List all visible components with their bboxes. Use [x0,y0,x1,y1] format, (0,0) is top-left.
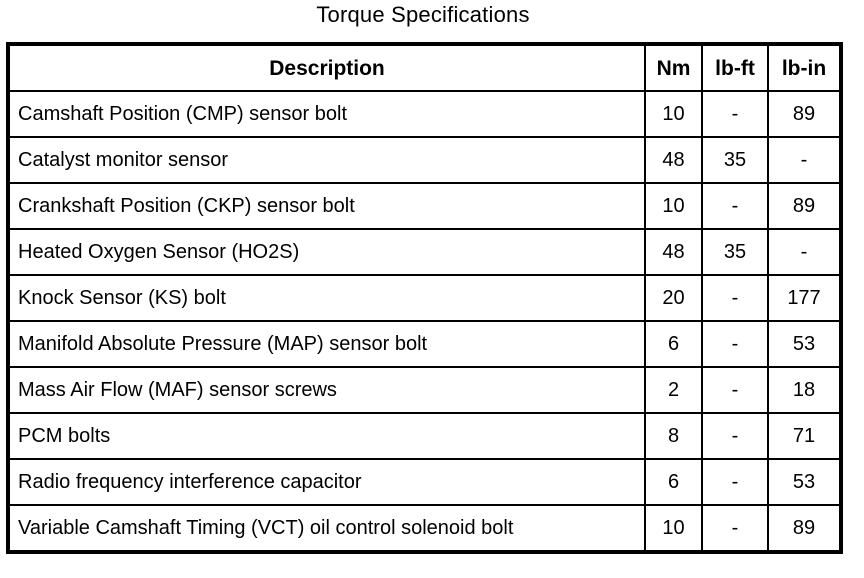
table-row: Crankshaft Position (CKP) sensor bolt 10… [7,182,842,230]
table-row: Catalyst monitor sensor 48 35 - [7,136,842,184]
table-row: Mass Air Flow (MAF) sensor screws 2 - 18 [7,366,842,414]
lb-ft-cell: - [701,458,769,506]
table-row: Heated Oxygen Sensor (HO2S) 48 35 - [7,228,842,276]
description-cell: Variable Camshaft Timing (VCT) oil contr… [7,504,646,553]
table-row: Manifold Absolute Pressure (MAP) sensor … [7,320,842,368]
lb-in-cell: 89 [767,182,842,230]
header-nm: Nm [644,43,703,92]
lb-ft-cell: - [701,90,769,138]
nm-cell: 20 [644,274,703,322]
lb-ft-cell: - [701,274,769,322]
lb-ft-cell: - [701,366,769,414]
description-cell: Radio frequency interference capacitor [7,458,646,506]
nm-cell: 48 [644,228,703,276]
page-title: Torque Specifications [316,2,530,27]
description-cell: Heated Oxygen Sensor (HO2S) [7,228,646,276]
torque-spec-table: Description Nm lb-ft lb-in Camshaft Posi… [6,42,843,554]
table-row: Camshaft Position (CMP) sensor bolt 10 -… [7,90,842,138]
description-cell: PCM bolts [7,412,646,460]
lb-in-cell: 53 [767,320,842,368]
nm-cell: 10 [644,504,703,553]
table-row: Knock Sensor (KS) bolt 20 - 177 [7,274,842,322]
nm-cell: 48 [644,136,703,184]
lb-in-cell: - [767,228,842,276]
nm-cell: 10 [644,182,703,230]
lb-in-cell: - [767,136,842,184]
nm-cell: 6 [644,458,703,506]
lb-in-cell: 177 [767,274,842,322]
header-lb-ft: lb-ft [701,43,769,92]
lb-ft-cell: - [701,182,769,230]
nm-cell: 6 [644,320,703,368]
description-cell: Manifold Absolute Pressure (MAP) sensor … [7,320,646,368]
nm-cell: 10 [644,90,703,138]
header-description: Description [7,43,646,92]
lb-ft-cell: 35 [701,136,769,184]
table-row: Radio frequency interference capacitor 6… [7,458,842,506]
nm-cell: 8 [644,412,703,460]
header-lb-in: lb-in [767,43,842,92]
description-cell: Knock Sensor (KS) bolt [7,274,646,322]
lb-in-cell: 18 [767,366,842,414]
description-cell: Camshaft Position (CMP) sensor bolt [7,90,646,138]
lb-ft-cell: - [701,320,769,368]
lb-in-cell: 53 [767,458,842,506]
table-row: PCM bolts 8 - 71 [7,412,842,460]
lb-ft-cell: - [701,412,769,460]
table-row: Variable Camshaft Timing (VCT) oil contr… [7,504,842,553]
description-cell: Catalyst monitor sensor [7,136,646,184]
lb-in-cell: 71 [767,412,842,460]
description-cell: Crankshaft Position (CKP) sensor bolt [7,182,646,230]
lb-in-cell: 89 [767,90,842,138]
nm-cell: 2 [644,366,703,414]
lb-ft-cell: - [701,504,769,553]
lb-in-cell: 89 [767,504,842,553]
lb-ft-cell: 35 [701,228,769,276]
header-row: Description Nm lb-ft lb-in [7,43,842,92]
description-cell: Mass Air Flow (MAF) sensor screws [7,366,646,414]
